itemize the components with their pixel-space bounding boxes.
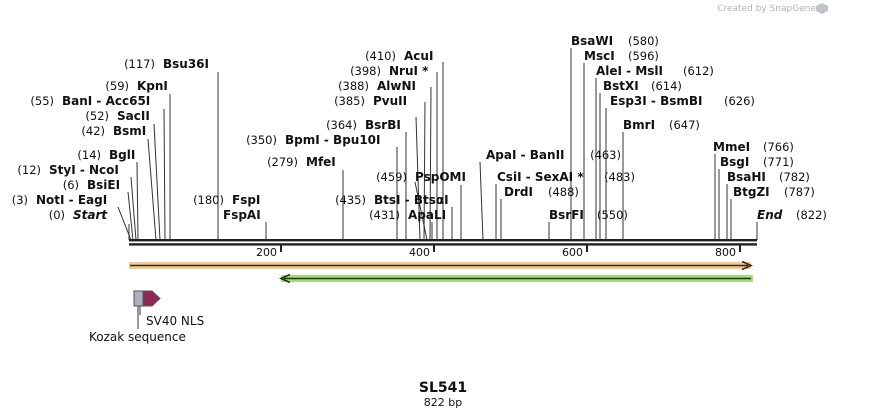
- site-pos: (12): [17, 163, 41, 177]
- site-name: FspI: [232, 193, 260, 207]
- green-feature-track: [279, 273, 753, 284]
- site-name: MmeI: [713, 140, 750, 154]
- cut-site-labels: (0) Start (3) NotI - EagI (6) BsiEI (12)…: [12, 34, 827, 222]
- watermark-text: Created by SnapGene: [717, 4, 816, 14]
- site-name: ApaLI: [408, 208, 446, 222]
- site-pos: (180): [193, 193, 224, 207]
- site-name: BsmI: [113, 124, 146, 138]
- site-name: BsgI: [720, 155, 749, 169]
- site-pos: (550): [597, 208, 628, 222]
- site-name: MfeI: [306, 155, 336, 169]
- site-pos: (459): [376, 170, 407, 184]
- site-name: FspAI: [223, 208, 261, 222]
- site-name: BsiEI: [87, 178, 120, 192]
- site-pos: (612): [683, 64, 714, 78]
- site-name: SacII: [117, 109, 150, 123]
- site-name: BsrBI: [365, 118, 401, 132]
- site-name: BglI: [109, 148, 135, 162]
- site-name: PvuII: [373, 94, 407, 108]
- site-name: AlwNI: [377, 79, 416, 93]
- site-pos: (388): [338, 79, 369, 93]
- site-name: BmrI: [623, 118, 655, 132]
- site-name: AleI - MslI: [596, 64, 663, 78]
- kozak-sequence-label: Kozak sequence: [89, 330, 186, 344]
- site-name: BtsI - BtsαI: [374, 193, 449, 207]
- site-name: ApaI - BanII: [486, 148, 565, 162]
- site-pos: (647): [669, 118, 700, 132]
- plasmid-title: SL541: [419, 380, 467, 396]
- site-pos: (42): [81, 124, 105, 138]
- site-pos: (766): [763, 140, 794, 154]
- orange-feature-track: [129, 260, 753, 271]
- site-name: NruI *: [389, 64, 429, 78]
- tick-label: 200: [256, 246, 277, 259]
- site-pos: (431): [369, 208, 400, 222]
- tick-label: 400: [409, 246, 430, 259]
- site-name: Esp3I - BsmBI: [610, 94, 702, 108]
- site-pos: (782): [779, 170, 810, 184]
- site-pos: (435): [335, 193, 366, 207]
- site-name: DrdI: [504, 185, 533, 199]
- snapgene-logo: [816, 3, 828, 14]
- kozak-box: [133, 290, 144, 307]
- site-pos: (52): [85, 109, 109, 123]
- site-pos: (771): [763, 155, 794, 169]
- site-name: BanI - Acc65I: [62, 94, 150, 108]
- dna-backbone: [129, 239, 757, 246]
- site-pos: (398): [350, 64, 381, 78]
- site-pos: (410): [365, 49, 396, 63]
- site-pos: (580): [628, 34, 659, 48]
- site-name: KpnI: [137, 79, 168, 93]
- site-pos: (0): [49, 208, 65, 222]
- site-name: BtgZI: [733, 185, 770, 199]
- site-pos: (350): [246, 133, 277, 147]
- tick-label: 800: [715, 246, 736, 259]
- plasmid-size: 822 bp: [424, 396, 462, 409]
- site-name: AcuI: [404, 49, 433, 63]
- site-pos: (596): [628, 49, 659, 63]
- site-pos: (14): [77, 148, 101, 162]
- site-pos: (6): [63, 178, 79, 192]
- site-name: BsaHI: [727, 170, 766, 184]
- site-name: BsrFI: [549, 208, 584, 222]
- feature-glyphs: [133, 290, 161, 329]
- site-name: BpmI - Bpu10I: [285, 133, 380, 147]
- site-pos: (364): [326, 118, 357, 132]
- ruler: 200 400 600 800: [256, 245, 741, 259]
- site-name: CsiI - SexAI *: [497, 170, 584, 184]
- site-name-start: Start: [73, 208, 108, 222]
- sv40-nls-label: SV40 NLS: [146, 314, 204, 328]
- site-pos: (59): [105, 79, 129, 93]
- site-pos: (614): [651, 79, 682, 93]
- site-name: PspOMI: [415, 170, 466, 184]
- site-pos: (279): [267, 155, 298, 169]
- site-pos: (385): [334, 94, 365, 108]
- site-name-end: End: [757, 208, 783, 222]
- site-pos: (117): [124, 57, 155, 71]
- site-pos: (463): [590, 148, 621, 162]
- site-pos: (3): [12, 193, 28, 207]
- site-pos: (626): [724, 94, 755, 108]
- site-name: MscI: [584, 49, 615, 63]
- site-pos: (787): [784, 185, 815, 199]
- site-pos: (488): [548, 185, 579, 199]
- site-name: Bsu36I: [163, 57, 209, 71]
- site-connectors: [117, 48, 758, 241]
- site-name: BsaWI: [571, 34, 613, 48]
- site-pos: (822): [796, 208, 827, 222]
- site-name: NotI - EagI: [36, 193, 107, 207]
- site-name: BstXI: [603, 79, 639, 93]
- tick-label: 600: [562, 246, 583, 259]
- nls-arrow: [142, 290, 161, 307]
- site-pos: (483): [604, 170, 635, 184]
- site-name: StyI - NcoI: [49, 163, 119, 177]
- site-pos: (55): [30, 94, 54, 108]
